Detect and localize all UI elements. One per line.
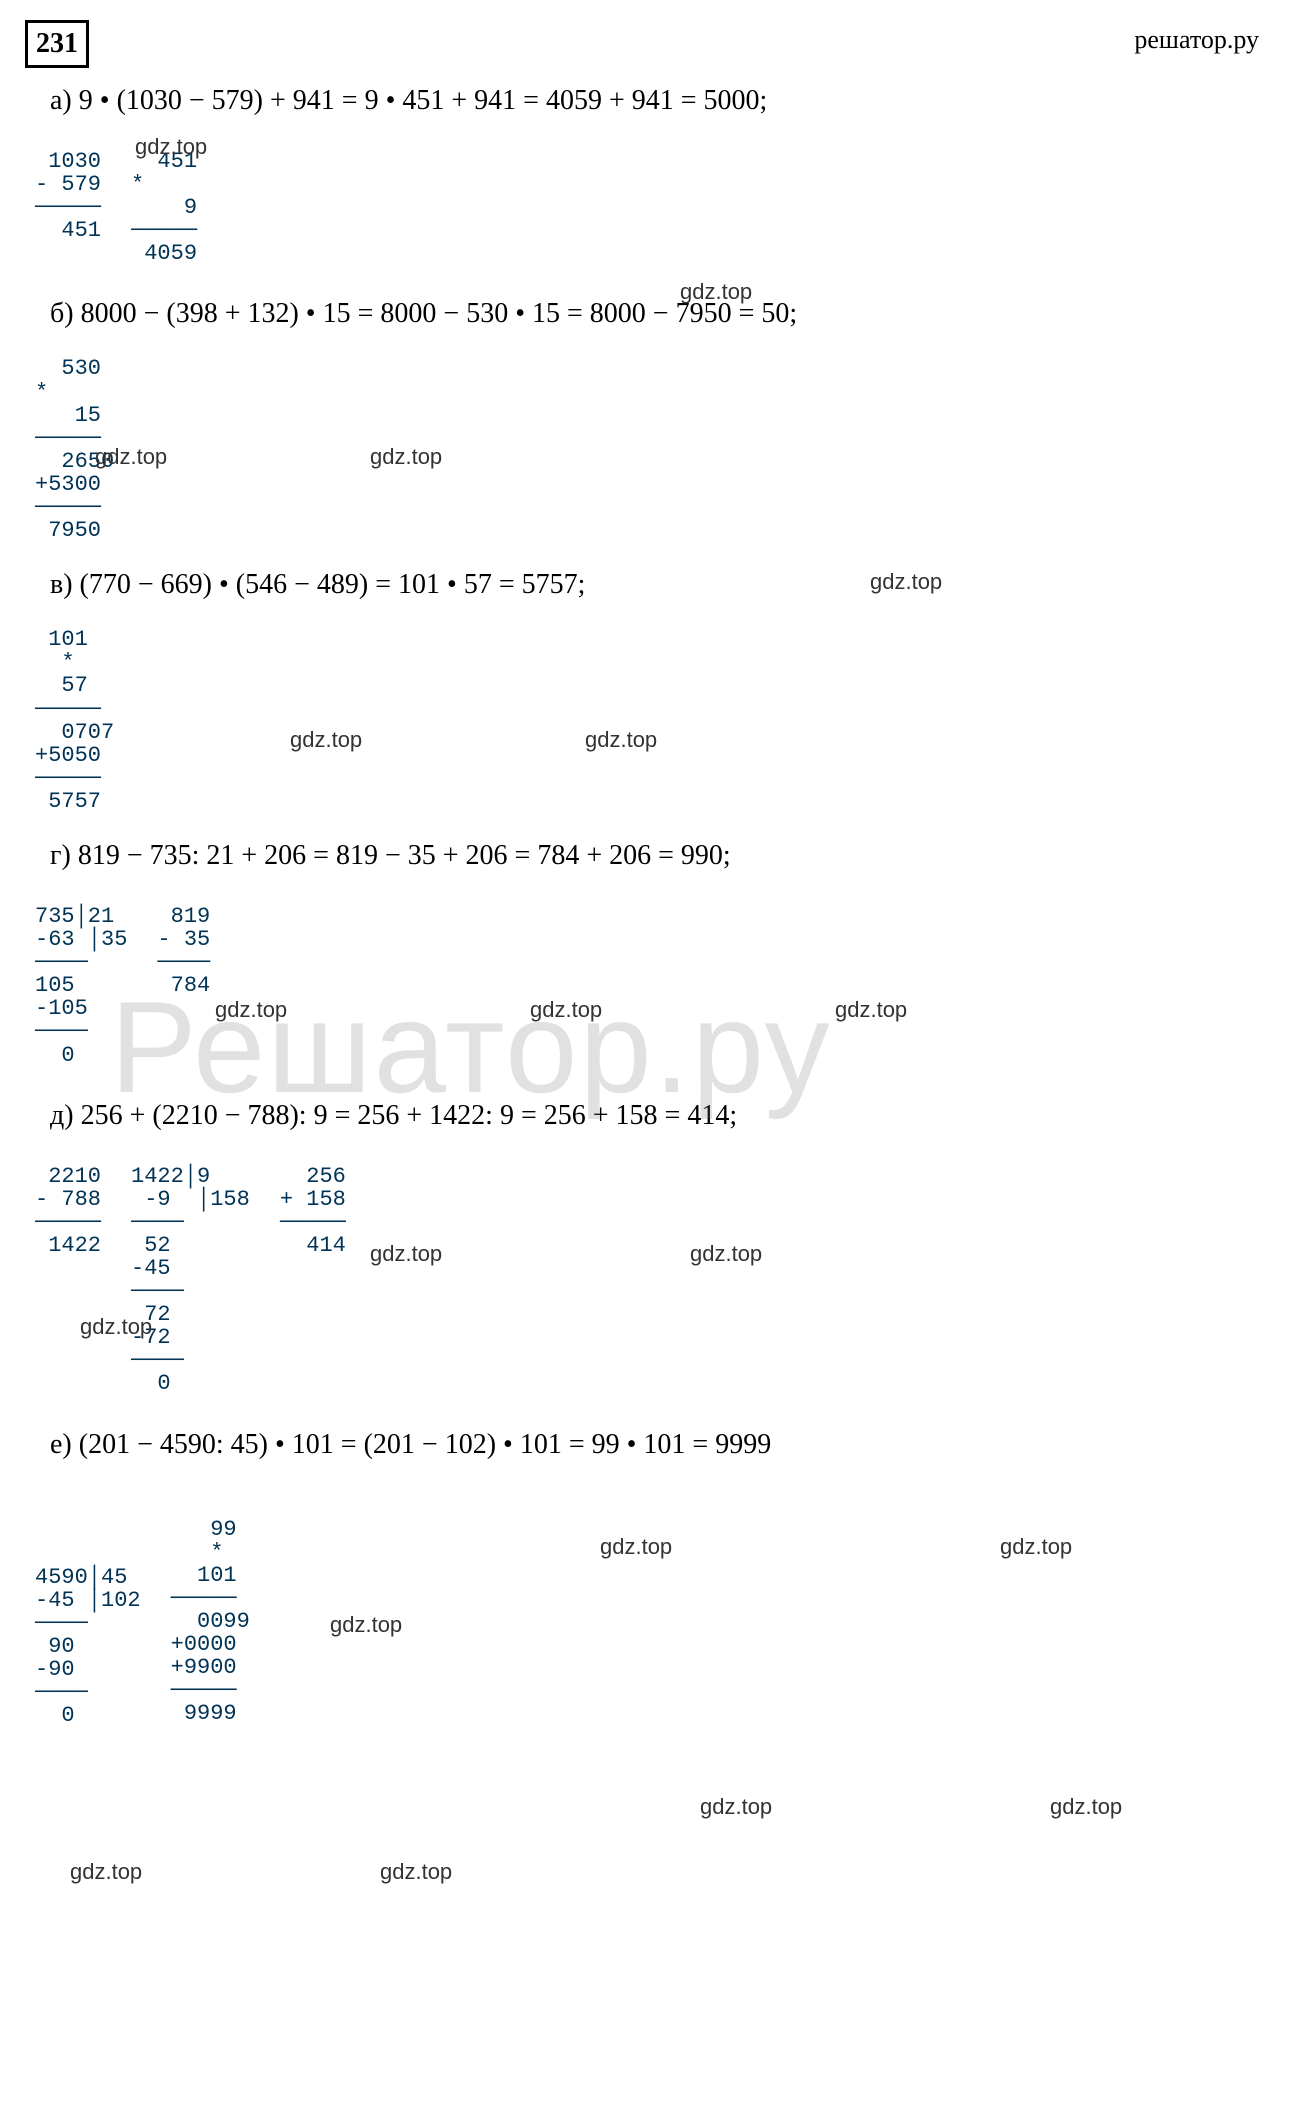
equation-a: а) 9 • (1030 − 579) + 941 = 9 • 451 + 94…: [50, 80, 1269, 122]
watermark: gdz.top: [700, 1790, 772, 1823]
calc-d-div: 735│21 -63 │35 ──── 105 -105 ──── 0: [35, 905, 127, 1067]
calc-c-mul: 101 * 57 ───── 0707 +5050 ───── 5757: [35, 628, 1269, 813]
calc-a: 1030 - 579 ───── 451 451 * 9 ───── 4059: [35, 128, 1269, 287]
equation-b: б) 8000 − (398 + 132) • 15 = 8000 − 530 …: [50, 293, 1269, 335]
site-header: решатор.ру: [1134, 20, 1259, 59]
calc-e-add: 256 + 158 ───── 414: [280, 1165, 346, 1257]
calc-e-sub: 2210 - 788 ───── 1422: [35, 1165, 101, 1257]
equation-c: в) (770 − 669) • (546 − 489) = 101 • 57 …: [50, 564, 1269, 606]
watermark: gdz.top: [1050, 1790, 1122, 1823]
calc-f-mul: 99 * 101 ───── 0099 +0000 +9900 ───── 99…: [171, 1518, 250, 1726]
equation-e: д) 256 + (2210 − 788): 9 = 256 + 1422: 9…: [50, 1095, 1269, 1137]
equation-d: г) 819 − 735: 21 + 206 = 819 − 35 + 206 …: [50, 835, 1269, 877]
calc-f: 4590│45 -45 │102 ──── 90 -90 ──── 0 99 *…: [35, 1496, 1269, 1750]
calc-b-mul: 530 * 15 ───── 2650 +5300 ───── 7950: [35, 357, 1269, 542]
calc-a-mul: 451 * 9 ───── 4059: [131, 150, 197, 265]
calc-f-div: 4590│45 -45 │102 ──── 90 -90 ──── 0: [35, 1566, 141, 1728]
calc-e-div: 1422│9 -9 │158 ──── 52 -45 ──── 72 -72 ─…: [131, 1165, 250, 1396]
calc-a-sub: 1030 - 579 ───── 451: [35, 150, 101, 242]
calc-d-sub: 819 - 35 ──── 784: [157, 905, 210, 997]
calc-b: 530 * 15 ───── 2650 +5300 ───── 7950: [35, 357, 1269, 542]
calc-d: 735│21 -63 │35 ──── 105 -105 ──── 0 819 …: [35, 883, 1269, 1089]
calc-e: 2210 - 788 ───── 1422 1422│9 -9 │158 ───…: [35, 1143, 1269, 1418]
calc-c: 101 * 57 ───── 0707 +5050 ───── 5757: [35, 628, 1269, 813]
watermark: gdz.top: [70, 1855, 142, 1888]
problem-number: 231: [25, 20, 89, 68]
equation-f: е) (201 − 4590: 45) • 101 = (201 − 102) …: [50, 1424, 1269, 1466]
watermark: gdz.top: [380, 1855, 452, 1888]
